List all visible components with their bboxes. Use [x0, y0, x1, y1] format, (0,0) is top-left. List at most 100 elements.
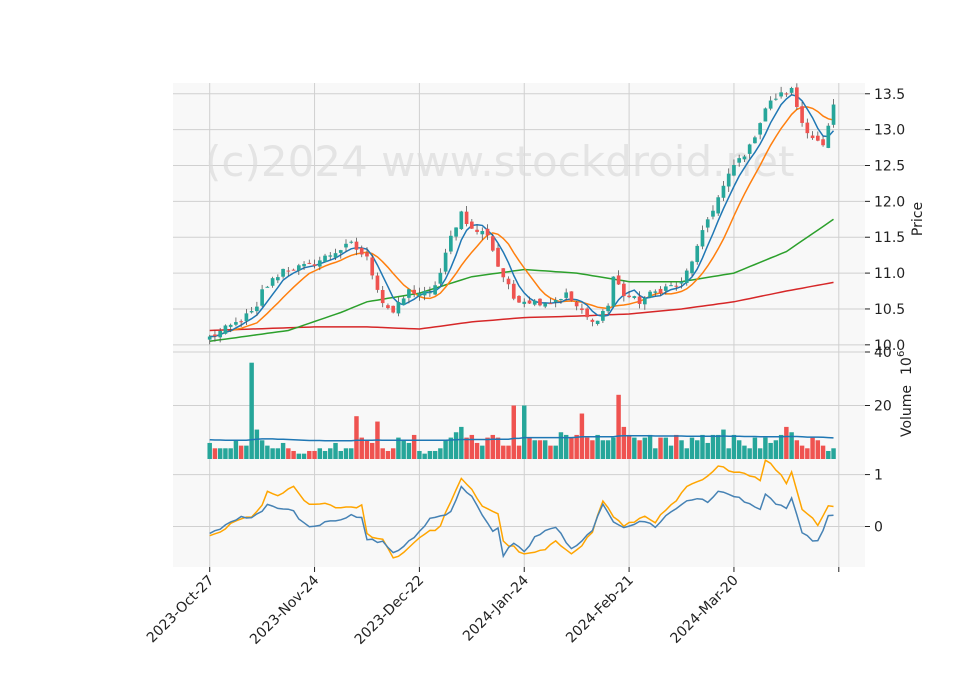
candle-body	[401, 298, 406, 305]
candle-body	[590, 319, 595, 322]
candle-body	[805, 122, 810, 134]
candle-body	[753, 137, 757, 144]
volume-bar	[217, 448, 223, 459]
volume-bar	[317, 448, 323, 459]
volume-bar	[422, 453, 427, 459]
price-tick-label: 10.5	[874, 302, 905, 318]
volume-bar	[506, 445, 511, 459]
candle-body	[338, 250, 343, 253]
volume-bar	[831, 448, 836, 459]
volume-bar	[679, 440, 684, 459]
candle-body	[333, 253, 338, 258]
candle-body	[690, 261, 694, 274]
candle-body	[255, 306, 259, 312]
volume-bar	[563, 434, 569, 459]
volume-bar	[626, 434, 632, 459]
volume-bar	[238, 445, 244, 459]
volume-bar	[778, 434, 784, 459]
candle-body	[716, 197, 721, 214]
volume-bar	[537, 440, 543, 459]
candle-body	[276, 277, 280, 281]
medium-moving-average-line	[209, 106, 834, 338]
date-tick-label: 2023-Oct-27	[144, 573, 218, 647]
volume-bar	[637, 440, 642, 459]
candle-body	[354, 241, 359, 250]
candle-body	[684, 270, 689, 283]
volume-bar	[223, 448, 228, 459]
candle-body	[611, 276, 616, 307]
volume-bar	[658, 437, 663, 459]
candle-body	[270, 278, 275, 286]
volume-bar	[789, 432, 794, 459]
candle-body	[281, 268, 285, 277]
volume-bar	[663, 437, 669, 459]
price-tick-label: 11.5	[874, 230, 905, 246]
candle-body	[511, 283, 516, 299]
volume-bar	[359, 437, 364, 459]
candle-body	[218, 330, 223, 338]
long-moving-average-line	[209, 281, 834, 332]
volume-axis-label-group: Volume 10 6	[896, 351, 915, 437]
volume-bar	[705, 442, 710, 459]
volume-bar	[773, 440, 779, 459]
candle-body	[622, 283, 626, 297]
volume-bar	[794, 440, 800, 459]
volume-bar	[653, 448, 658, 459]
volume-bar	[516, 445, 522, 459]
volume-axis-exponent-base: 10	[899, 357, 915, 375]
volume-bar	[826, 450, 831, 459]
candle-body	[438, 272, 443, 284]
candle-body	[601, 310, 605, 321]
candle-body	[412, 289, 416, 294]
volume-bar	[307, 450, 312, 459]
candle-body	[422, 291, 427, 296]
price-tick-label: 13.5	[874, 87, 905, 103]
volume-bar	[459, 426, 464, 459]
candle-body	[396, 301, 401, 314]
volume-tick-label: 20	[874, 399, 892, 415]
volume-bar	[380, 448, 385, 459]
candle-body	[653, 291, 658, 293]
candle-body	[475, 229, 479, 232]
candle-body	[370, 257, 375, 276]
candle-body	[663, 286, 668, 291]
grid-lines	[173, 83, 865, 567]
candle-body	[480, 231, 485, 235]
date-tick-label: 2024-Mar-20	[667, 573, 741, 647]
candle-body	[711, 210, 715, 217]
candle-body	[391, 305, 396, 313]
candle-body	[433, 285, 437, 295]
volume-bar	[548, 445, 553, 459]
volume-bar	[396, 437, 401, 459]
volume-bar	[464, 437, 469, 459]
volume-bar	[254, 429, 260, 459]
volume-average-line	[209, 434, 834, 442]
candle-body	[428, 292, 432, 294]
candle-body	[228, 324, 233, 327]
candle-body	[291, 269, 296, 271]
volume-bar	[532, 440, 537, 459]
indicator-axis-ticks: 01	[865, 468, 883, 536]
candle-body	[758, 123, 762, 135]
candle-body	[737, 158, 742, 163]
candle-body	[815, 135, 820, 141]
candle-body	[506, 278, 511, 285]
volume-bar	[731, 434, 737, 459]
volume-bar	[542, 440, 548, 459]
volume-bar	[244, 445, 249, 459]
volume-bar	[616, 394, 621, 459]
candle-body	[490, 236, 495, 251]
volume-bar	[810, 437, 815, 459]
candle-body	[800, 106, 804, 123]
volume-bar	[757, 448, 763, 459]
candle-body	[449, 235, 453, 252]
candle-body	[779, 92, 783, 97]
volume-bar	[715, 434, 721, 459]
candle-body	[359, 247, 364, 255]
candle-body	[386, 305, 390, 309]
candle-body	[501, 268, 506, 278]
volume-bar	[815, 440, 821, 459]
volume-bar	[558, 432, 564, 459]
